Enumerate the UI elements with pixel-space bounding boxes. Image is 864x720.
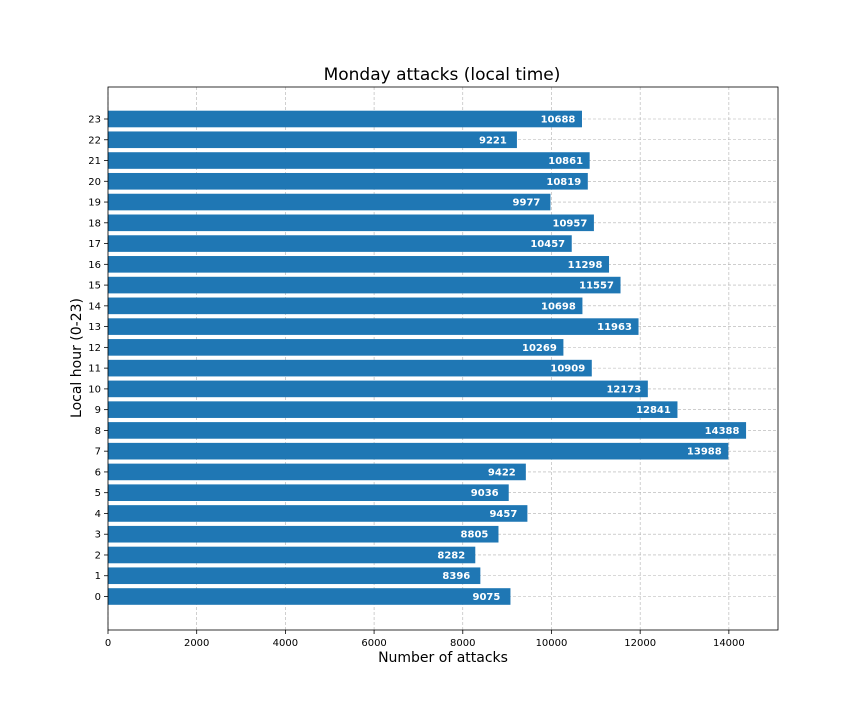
y-tick-label: 19 [88, 198, 101, 209]
bar [108, 339, 564, 356]
bar-value-label: 8396 [442, 571, 470, 582]
bar [108, 214, 594, 232]
y-tick-label: 10 [88, 384, 101, 395]
bar-value-label: 13988 [687, 447, 722, 458]
bar-value-label: 11298 [568, 260, 603, 271]
bar-value-label: 10269 [522, 343, 557, 354]
y-tick-label: 15 [88, 281, 101, 292]
bar [108, 318, 639, 335]
x-tick-label: 10000 [536, 638, 568, 649]
x-tick-label: 6000 [361, 638, 386, 649]
y-tick-label: 6 [95, 467, 101, 478]
bar-value-label: 9075 [473, 592, 501, 603]
bar [108, 172, 588, 190]
bar [108, 193, 551, 211]
y-tick-label: 9 [95, 405, 101, 416]
y-tick-label: 23 [88, 115, 101, 126]
bar [108, 276, 621, 294]
x-tick-label: 0 [105, 638, 111, 649]
bar [108, 297, 583, 315]
y-tick-label: 18 [88, 218, 101, 229]
bar [108, 505, 528, 522]
bar-value-label: 11963 [597, 322, 632, 333]
bar-value-label: 10698 [541, 301, 576, 312]
bar-value-label: 14388 [705, 426, 740, 437]
bar-value-label: 10457 [530, 239, 565, 250]
bar-value-label: 12173 [606, 384, 641, 395]
bar-value-label: 9221 [479, 135, 507, 146]
y-tick-label: 13 [88, 322, 101, 333]
bar [108, 484, 509, 501]
y-tick-label: 3 [95, 530, 101, 541]
y-tick-label: 17 [88, 239, 101, 250]
bar-value-label: 8805 [461, 530, 489, 541]
y-axis-label: Local hour (0-23) [69, 298, 85, 418]
bar-value-label: 10909 [550, 364, 585, 375]
bars [108, 110, 747, 605]
bar-value-label: 10688 [541, 115, 576, 126]
bar [108, 256, 610, 273]
bar-value-label: 8282 [437, 550, 465, 561]
x-tick-label: 8000 [450, 638, 475, 649]
bar [108, 152, 590, 169]
bar-value-label: 9457 [489, 509, 517, 520]
y-tick-label: 5 [95, 488, 101, 499]
y-tick-label: 14 [88, 301, 101, 312]
y-tick-label: 1 [95, 571, 101, 582]
bar-value-label: 9422 [488, 467, 516, 478]
y-tick-label: 12 [88, 343, 101, 354]
bar [108, 110, 582, 128]
x-axis-label: Number of attacks [378, 650, 508, 666]
bar-value-label: 9977 [513, 198, 541, 209]
y-tick-label: 22 [88, 135, 101, 146]
x-axis-ticks: 0 2000 4000 6000 8000 10000 12000 14000 [105, 630, 745, 649]
bar [108, 401, 678, 418]
bar-value-label: 10861 [548, 156, 583, 167]
x-tick-label: 12000 [624, 638, 656, 649]
y-tick-label: 4 [95, 509, 101, 520]
bar [108, 359, 592, 377]
bar [108, 131, 517, 149]
y-tick-label: 0 [95, 592, 101, 603]
bar [108, 380, 648, 398]
bar [108, 442, 729, 460]
x-tick-label: 4000 [273, 638, 298, 649]
bar [108, 567, 481, 585]
bar-value-label: 10819 [546, 177, 581, 188]
y-tick-label: 16 [88, 260, 101, 271]
bar [108, 235, 572, 252]
chart-title: Monday attacks (local time) [324, 65, 561, 85]
bar [108, 463, 526, 481]
bar-value-label: 12841 [636, 405, 671, 416]
bar [108, 588, 511, 605]
bar-value-label: 9036 [471, 488, 499, 499]
bar [108, 525, 499, 543]
y-tick-label: 7 [95, 447, 101, 458]
bar-value-label: 10957 [553, 218, 588, 229]
bar [108, 546, 476, 564]
x-tick-label: 2000 [184, 638, 209, 649]
bar [108, 422, 747, 439]
y-tick-label: 2 [95, 550, 101, 561]
y-tick-label: 8 [95, 426, 101, 437]
x-tick-label: 14000 [713, 638, 745, 649]
bar-value-label: 11557 [579, 281, 614, 292]
y-tick-label: 21 [88, 156, 101, 167]
plot-frame [107, 86, 779, 631]
y-tick-label: 20 [88, 177, 101, 188]
y-tick-label: 11 [88, 364, 101, 375]
